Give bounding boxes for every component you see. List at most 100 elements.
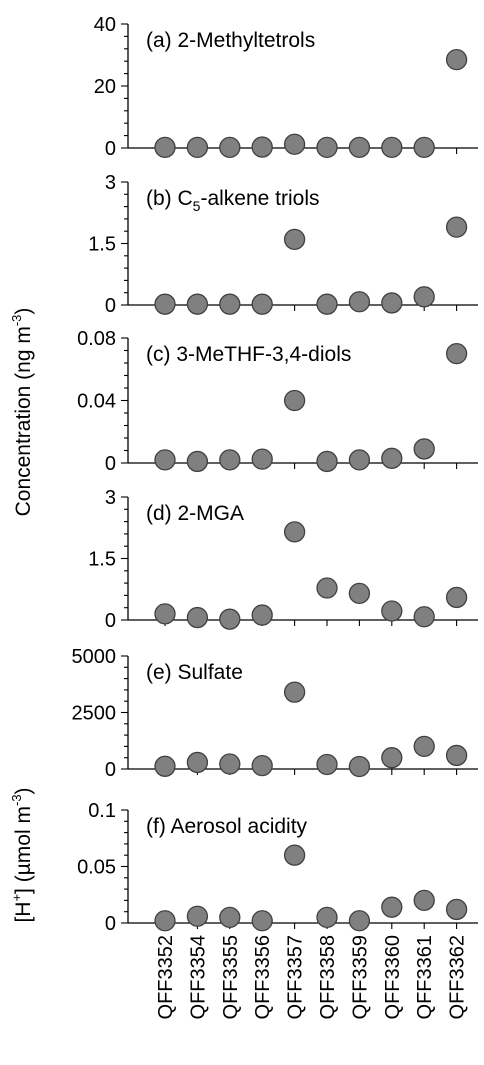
data-point <box>251 293 273 315</box>
panel-label: (b) C5-alkene triols <box>146 187 320 214</box>
data-point <box>348 449 371 471</box>
x-tick-label: QFF3357 <box>285 935 307 1019</box>
data-point <box>316 136 338 159</box>
y-tick-label: 1.5 <box>88 234 116 256</box>
ylabel-conc-main: Concentration (ng m <box>12 326 35 516</box>
data-point <box>219 906 241 928</box>
y-axis-label-concentration: Concentration (ng m-3) <box>9 308 35 517</box>
data-point <box>219 753 241 775</box>
data-point <box>186 751 209 774</box>
y-tick-label: 0 <box>105 913 116 935</box>
x-tick-label: QFF3361 <box>414 935 436 1019</box>
y-tick-label: 0 <box>105 610 116 632</box>
data-point <box>186 905 209 927</box>
data-point <box>283 389 306 412</box>
panel-label: (a) 2-Methyltetrols <box>146 29 315 52</box>
x-tick-label: QFF3352 <box>155 935 177 1019</box>
data-point <box>154 755 176 777</box>
data-point <box>348 136 371 159</box>
data-point <box>348 582 371 604</box>
data-point <box>413 136 435 159</box>
ylabel-acid-close: ) <box>12 787 35 794</box>
data-point <box>283 228 306 251</box>
data-point <box>283 681 306 703</box>
data-point <box>283 133 306 155</box>
data-point <box>413 735 435 758</box>
marks-layer <box>154 49 468 932</box>
data-point <box>251 448 273 470</box>
panel-label: (c) 3-MeTHF-3,4-diols <box>146 343 351 366</box>
data-point <box>186 450 209 473</box>
axes-layer <box>121 23 478 929</box>
data-point <box>154 910 176 932</box>
y-tick-label: 0.05 <box>77 857 116 879</box>
y-tick-label: 0 <box>105 138 116 160</box>
data-point <box>445 216 468 238</box>
data-point <box>251 754 273 777</box>
y-axis-label-acidity: [H+] (µmol m-3) <box>9 787 35 922</box>
panel-label-post: -alkene triols <box>200 187 319 210</box>
data-point <box>348 291 371 313</box>
ylabel-conc-sup: -3 <box>9 315 24 327</box>
data-point <box>413 286 435 308</box>
data-point <box>316 906 338 928</box>
text-layer: 0 20 40 (a) 2-Methyltetrols 0 1.5 3 (b) C5-alke… <box>72 14 469 1019</box>
data-point <box>186 606 209 629</box>
data-point <box>283 844 306 866</box>
y-tick-label: 2500 <box>72 703 117 725</box>
panel-label: (d) 2-MGA <box>146 502 244 525</box>
data-point <box>381 136 403 159</box>
data-point <box>316 293 338 315</box>
data-point <box>219 608 241 630</box>
data-point <box>219 449 241 471</box>
data-point <box>348 755 371 778</box>
data-point <box>445 744 468 767</box>
data-point <box>445 898 468 921</box>
x-tick-label: QFF3354 <box>187 935 209 1019</box>
data-point <box>381 896 403 918</box>
x-tick-label: QFF3355 <box>220 935 242 1019</box>
ylabel-acid-sup2: -3 <box>9 794 24 806</box>
data-point <box>413 438 435 460</box>
panel-label: (f) Aerosol acidity <box>146 815 308 838</box>
y-tick-label: 0.08 <box>77 328 116 350</box>
y-tick-label: 3 <box>105 172 116 194</box>
data-point <box>251 910 273 932</box>
y-tick-label: 3 <box>105 487 116 509</box>
data-point <box>381 600 403 622</box>
y-tick-label: 1.5 <box>88 549 116 571</box>
y-tick-label: 20 <box>94 76 116 98</box>
data-point <box>219 293 241 315</box>
data-point <box>251 604 273 626</box>
y-tick-label: 0.04 <box>77 391 116 413</box>
panel-label: (e) Sulfate <box>146 661 243 684</box>
data-point <box>381 447 403 469</box>
panel-label-sub: 5 <box>193 198 201 214</box>
x-tick-label: QFF3362 <box>447 935 469 1019</box>
panel-label-pre: (b) C <box>146 187 193 210</box>
y-tick-label: 0 <box>105 295 116 317</box>
data-point <box>413 889 435 912</box>
data-point <box>445 49 468 71</box>
data-point <box>219 136 241 159</box>
data-point <box>283 521 306 543</box>
data-point <box>154 603 176 625</box>
x-tick-label: QFF3360 <box>382 935 404 1019</box>
data-point <box>154 449 176 471</box>
data-point <box>381 292 403 314</box>
data-point <box>251 136 273 158</box>
data-point <box>186 293 209 315</box>
ylabel-acid-sup1: + <box>9 894 24 902</box>
ylabel-conc-close: ) <box>12 308 35 315</box>
y-tick-label: 40 <box>94 14 116 36</box>
data-point <box>316 450 338 473</box>
data-point <box>316 577 338 599</box>
data-point <box>381 747 403 769</box>
y-tick-label: 0.1 <box>88 800 116 822</box>
data-point <box>186 136 209 159</box>
ylabel-acid-mid: ] (µmol m <box>12 806 35 894</box>
y-tick-label: 5000 <box>72 646 117 668</box>
data-point <box>154 293 176 315</box>
data-point <box>154 136 176 159</box>
